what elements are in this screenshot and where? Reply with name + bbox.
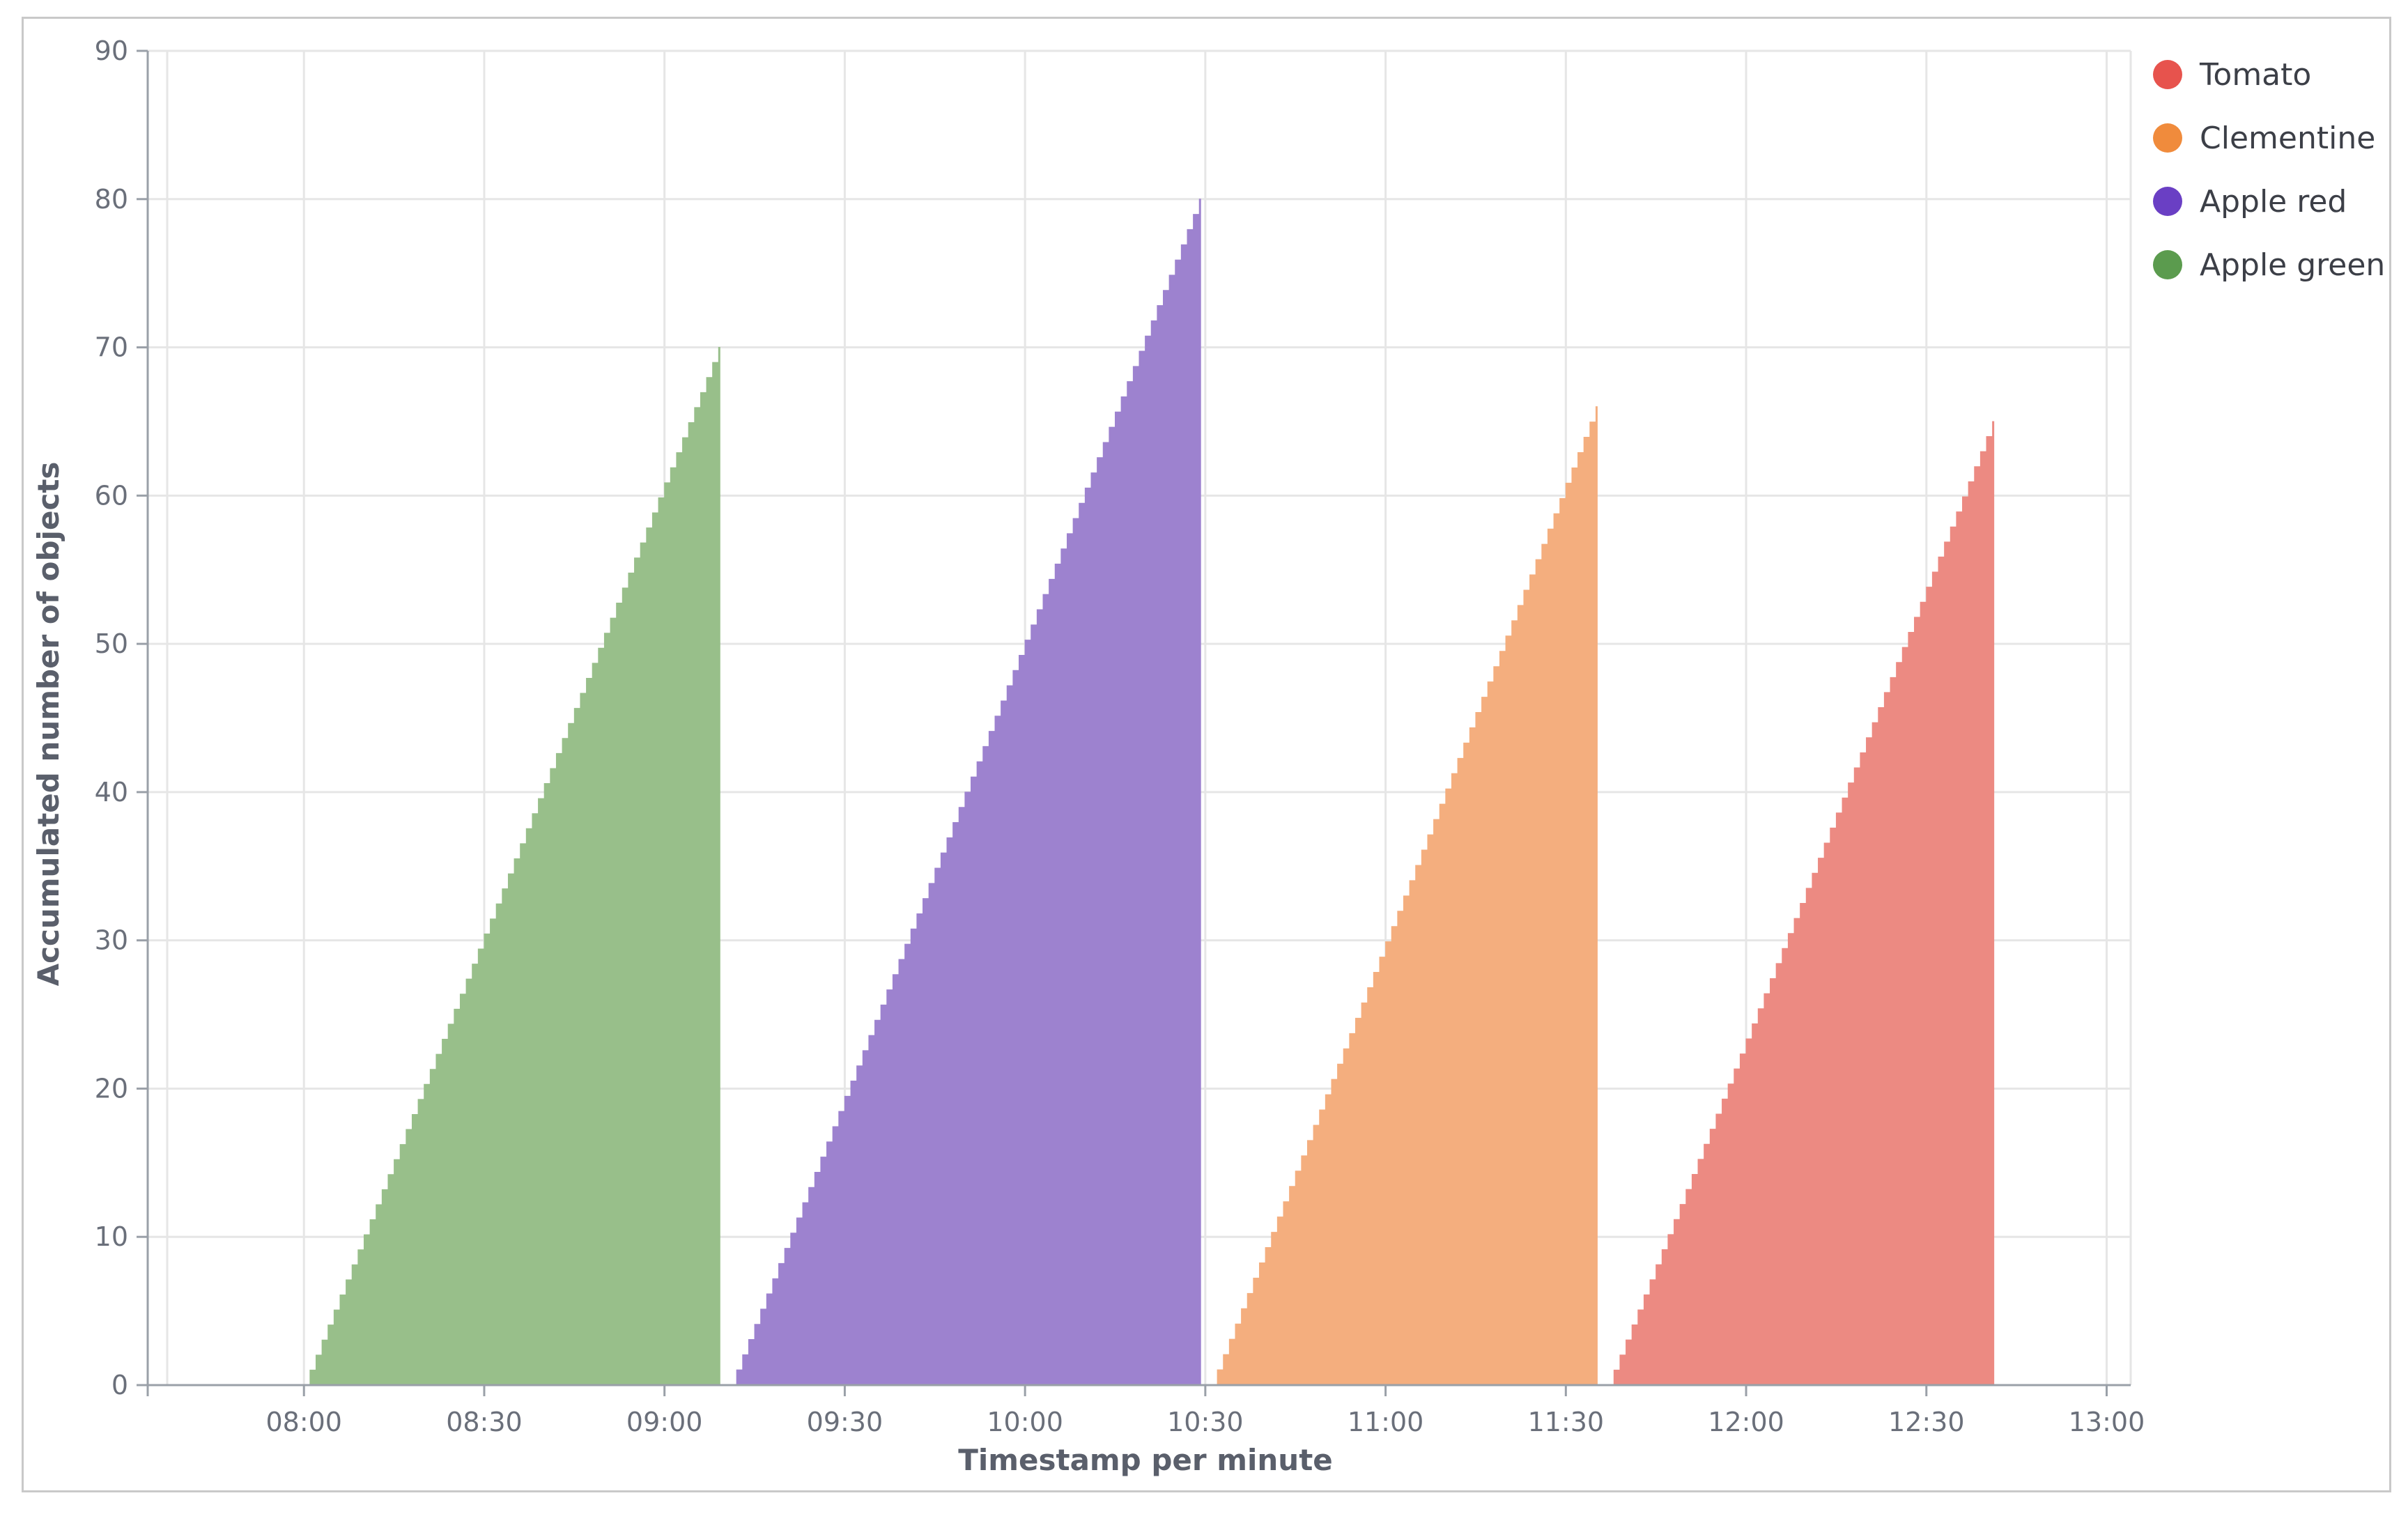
x-tick-label: 12:00	[1708, 1407, 1784, 1437]
series-area-tomato	[1607, 421, 1995, 1386]
x-tick-label: 13:00	[2069, 1407, 2145, 1437]
legend-dot	[2153, 250, 2182, 279]
legend-item-tomato[interactable]: Tomato	[2153, 57, 2311, 93]
series-area-clementine	[1211, 406, 1598, 1386]
y-tick-label: 90	[95, 36, 128, 66]
legend[interactable]: Tomato Clementine Apple red Apple green	[2153, 57, 2385, 283]
legend-item-clementine[interactable]: Clementine	[2153, 121, 2375, 156]
x-tick-label: 09:00	[626, 1407, 703, 1437]
x-axis-title: Timestamp per minute	[958, 1443, 1333, 1477]
y-tick-label: 50	[95, 628, 128, 659]
x-tick-label: 10:00	[987, 1407, 1063, 1437]
legend-label: Apple green	[2200, 247, 2385, 283]
accumulated-objects-chart: 0 10 20 30 40 50 60 70 80 90 08:00 08:30 09:00 09:30 1…	[31, 36, 2385, 1477]
series-area-apple-red	[730, 199, 1201, 1386]
axes: 0 10 20 30 40 50 60 70 80 90 08:00 08:30 09:00 09:30 1…	[95, 36, 2145, 1437]
x-tick-label: 08:00	[265, 1407, 342, 1437]
y-tick-label: 20	[95, 1073, 128, 1104]
legend-dot	[2153, 187, 2182, 216]
legend-label: Clementine	[2200, 121, 2375, 156]
x-tick-label: 11:00	[1348, 1407, 1424, 1437]
x-tick-label: 09:30	[807, 1407, 883, 1437]
legend-item-apple-red[interactable]: Apple red	[2153, 184, 2347, 219]
y-tick-label: 30	[95, 925, 128, 956]
x-tick-label: 12:30	[1888, 1407, 1965, 1437]
series-area-apple-green	[304, 347, 720, 1386]
legend-item-apple-green[interactable]: Apple green	[2153, 247, 2385, 283]
y-tick-label: 40	[95, 777, 128, 808]
series-areas	[304, 199, 1995, 1386]
y-tick-label: 60	[95, 480, 128, 511]
x-tick-label: 11:30	[1528, 1407, 1605, 1437]
y-tick-label: 10	[95, 1221, 128, 1252]
x-tick-label: 10:30	[1167, 1407, 1244, 1437]
y-tick-label: 0	[111, 1370, 128, 1400]
legend-dot	[2153, 60, 2182, 89]
x-tick-label: 08:30	[446, 1407, 523, 1437]
y-tick-label: 70	[95, 332, 128, 363]
legend-label: Apple red	[2200, 184, 2347, 219]
y-axis-title: Accumulated number of objects	[31, 462, 65, 987]
legend-label: Tomato	[2199, 57, 2311, 93]
chart-panel: 0 10 20 30 40 50 60 70 80 90 08:00 08:30 09:00 09:30 1…	[22, 17, 2391, 1492]
legend-dot	[2153, 123, 2182, 153]
y-tick-label: 80	[95, 184, 128, 215]
